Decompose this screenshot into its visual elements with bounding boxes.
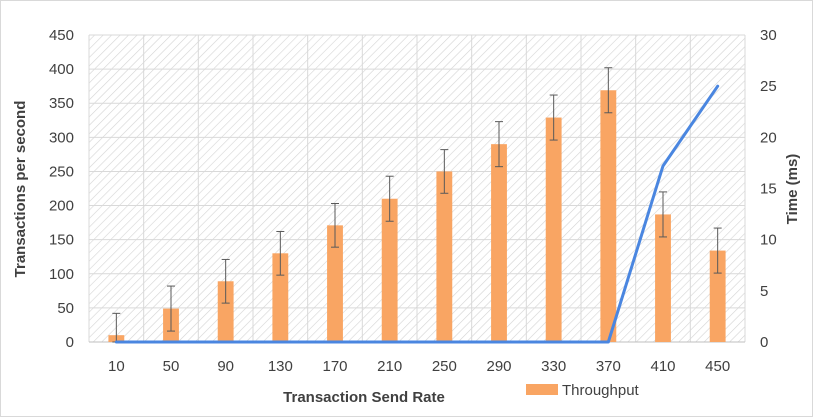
y2-tick-label: 25 <box>760 78 777 95</box>
throughput-bar <box>436 171 453 342</box>
throughput-bar <box>381 198 398 342</box>
x-tick-label: 130 <box>268 358 293 375</box>
y-axis-title: Transactions per second <box>12 101 29 278</box>
y2-tick-label: 15 <box>760 181 777 198</box>
x-tick-label: 250 <box>432 358 457 375</box>
throughput-bar <box>327 225 343 342</box>
x-axis-ticks: 10 50 90 130 170 210 250 290 330 370 410 450 <box>108 358 730 375</box>
throughput-bar <box>217 281 234 342</box>
y-tick-label: 450 <box>49 27 74 44</box>
x-tick-label: 450 <box>705 358 730 375</box>
x-tick-label: 410 <box>650 358 675 375</box>
x-tick-label: 290 <box>486 358 511 375</box>
x-tick-label: 50 <box>163 358 180 375</box>
legend-label-throughput: Throughput <box>562 382 640 399</box>
x-tick-label: 170 <box>322 358 347 375</box>
y2-tick-label: 20 <box>760 129 777 146</box>
throughput-bar <box>600 90 617 342</box>
y-axis-right-ticks: 0 5 10 15 20 25 30 <box>760 27 777 351</box>
y2-tick-label: 30 <box>760 27 777 44</box>
x-tick-label: 90 <box>217 358 234 375</box>
throughput-bar <box>655 214 671 342</box>
y2-axis-title: Time (ms) <box>784 154 801 225</box>
x-tick-label: 210 <box>377 358 402 375</box>
y-tick-label: 50 <box>57 300 74 317</box>
x-tick-label: 330 <box>541 358 566 375</box>
y-axis-left-ticks: 0 50 100 150 200 250 300 350 400 450 <box>49 27 74 351</box>
y2-tick-label: 10 <box>760 232 777 249</box>
y-tick-label: 150 <box>49 232 74 249</box>
y-tick-label: 200 <box>49 198 74 215</box>
y-tick-label: 300 <box>49 129 74 146</box>
legend-swatch-throughput <box>526 384 558 395</box>
legend: Throughput <box>526 382 640 399</box>
throughput-bar <box>491 144 507 342</box>
y-tick-label: 100 <box>49 266 74 283</box>
error-bars <box>112 67 722 343</box>
y-tick-label: 350 <box>49 95 74 112</box>
y2-tick-label: 0 <box>760 334 768 351</box>
x-axis-title: Transaction Send Rate <box>283 389 445 406</box>
throughput-bar <box>545 117 562 342</box>
y-tick-label: 250 <box>49 163 74 180</box>
y-tick-label: 400 <box>49 61 74 78</box>
y2-tick-label: 5 <box>760 283 768 300</box>
x-tick-label: 370 <box>596 358 621 375</box>
y-tick-label: 0 <box>66 334 74 351</box>
latency-line-path <box>114 84 720 344</box>
latency-line <box>114 84 720 344</box>
x-tick-label: 10 <box>108 358 125 375</box>
